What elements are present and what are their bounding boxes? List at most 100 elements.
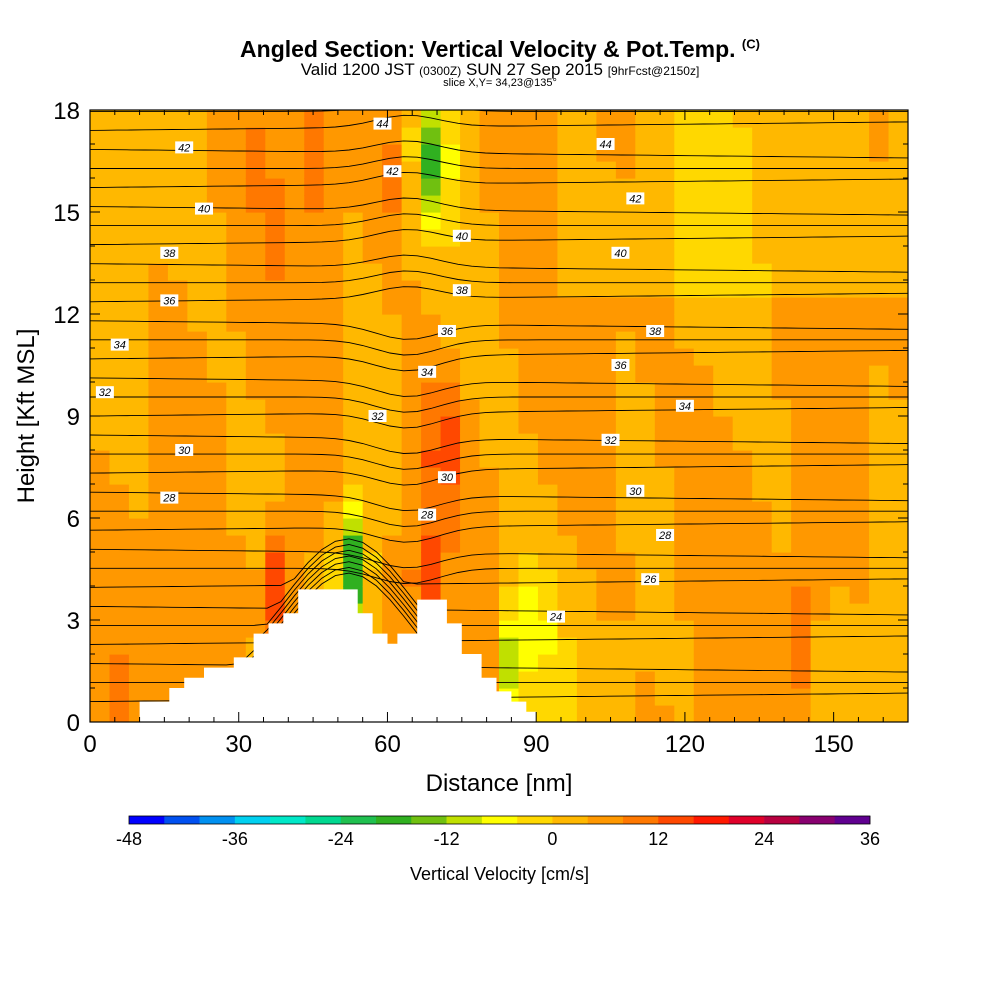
velocity-cell <box>732 535 753 553</box>
theta-contour-line <box>90 544 908 616</box>
theta-contour-line <box>90 567 908 584</box>
velocity-cell <box>869 654 890 672</box>
velocity-cell <box>732 705 753 722</box>
velocity-cell <box>576 127 597 145</box>
velocity-cell <box>810 603 831 621</box>
velocity-cell <box>362 365 383 383</box>
velocity-cell <box>635 501 656 519</box>
velocity-cell <box>304 263 325 281</box>
velocity-cell <box>615 110 636 128</box>
velocity-cell <box>401 518 422 536</box>
velocity-cell <box>440 144 461 162</box>
velocity-cell <box>674 467 695 485</box>
theta-contour-line <box>90 270 908 284</box>
velocity-cell <box>90 620 111 638</box>
velocity-cell <box>499 552 520 570</box>
velocity-cell <box>576 705 597 722</box>
velocity-cell <box>265 365 286 383</box>
velocity-cell <box>732 467 753 485</box>
velocity-cell <box>654 552 675 570</box>
velocity-cell <box>167 467 188 485</box>
velocity-cell <box>557 654 578 672</box>
velocity-cell <box>421 229 442 247</box>
velocity-cell <box>537 535 559 553</box>
velocity-cell <box>674 365 695 383</box>
velocity-cell <box>421 535 442 553</box>
velocity-cell <box>537 178 559 196</box>
velocity-cell <box>693 586 714 604</box>
velocity-cell <box>615 688 636 706</box>
theta-label-bg <box>452 229 471 242</box>
velocity-cell <box>109 297 130 315</box>
velocity-cell <box>537 484 559 502</box>
velocity-cell <box>518 586 539 604</box>
velocity-cell <box>187 518 208 536</box>
velocity-cell <box>128 569 150 587</box>
velocity-cell <box>810 620 831 638</box>
velocity-cell <box>771 348 792 366</box>
velocity-cell <box>499 314 520 332</box>
velocity-cell <box>460 365 481 383</box>
velocity-cell <box>265 467 286 485</box>
theta-contour-line <box>90 464 908 486</box>
velocity-cell <box>518 365 539 383</box>
velocity-cell <box>888 518 908 536</box>
velocity-cell <box>401 603 422 621</box>
velocity-cell <box>537 127 559 145</box>
theta-label: 34 <box>675 399 694 413</box>
velocity-cell <box>304 552 325 570</box>
velocity-cell <box>265 280 286 298</box>
velocity-cell <box>654 110 675 128</box>
velocity-cell <box>265 382 286 400</box>
velocity-cell <box>362 263 383 281</box>
velocity-cell <box>90 246 111 264</box>
velocity-cell <box>401 535 422 553</box>
velocity-cell <box>596 484 617 502</box>
velocity-cell <box>128 382 150 400</box>
velocity-cell <box>732 620 753 638</box>
velocity-cell <box>518 518 539 536</box>
velocity-cell <box>128 161 150 179</box>
theta-label-text: 34 <box>421 367 433 379</box>
velocity-cell <box>128 637 150 655</box>
velocity-cell <box>284 195 305 213</box>
velocity-cell <box>615 144 636 162</box>
velocity-cell <box>713 382 734 400</box>
velocity-cell <box>654 603 675 621</box>
velocity-cell <box>674 263 695 281</box>
velocity-cell <box>888 246 908 264</box>
velocity-cell <box>323 433 344 451</box>
velocity-cell <box>343 467 364 485</box>
velocity-cell <box>90 688 111 706</box>
velocity-cell <box>440 399 461 417</box>
theta-labels: 44 44 42 42 42 40 40 40 38 38 38 36 36 36 34 34 34 32 32 32… <box>95 117 694 624</box>
velocity-cell <box>479 195 500 213</box>
velocity-cell <box>674 314 695 332</box>
velocity-cell <box>693 705 714 722</box>
velocity-cell <box>635 399 656 417</box>
velocity-cell <box>576 399 597 417</box>
velocity-cell <box>518 195 539 213</box>
theta-label-text: 30 <box>178 445 191 457</box>
velocity-cell <box>635 382 656 400</box>
velocity-cell <box>732 365 753 383</box>
velocity-cell <box>206 586 227 604</box>
x-tick-label: 60 <box>374 731 401 758</box>
theta-contour-line <box>90 396 908 413</box>
velocity-cell <box>460 535 481 553</box>
velocity-cell <box>537 263 559 281</box>
velocity-cell <box>401 263 422 281</box>
velocity-cell <box>888 161 908 179</box>
velocity-cell <box>596 212 617 230</box>
velocity-cell <box>732 518 753 536</box>
velocity-cell <box>128 195 150 213</box>
velocity-cell <box>167 501 188 519</box>
velocity-cell <box>460 297 481 315</box>
velocity-cell <box>518 178 539 196</box>
velocity-cell <box>187 637 208 655</box>
velocity-cell <box>537 195 559 213</box>
velocity-cell <box>323 382 344 400</box>
colorbar-swatch <box>728 816 765 824</box>
velocity-cell <box>713 518 734 536</box>
velocity-cell <box>830 620 851 638</box>
